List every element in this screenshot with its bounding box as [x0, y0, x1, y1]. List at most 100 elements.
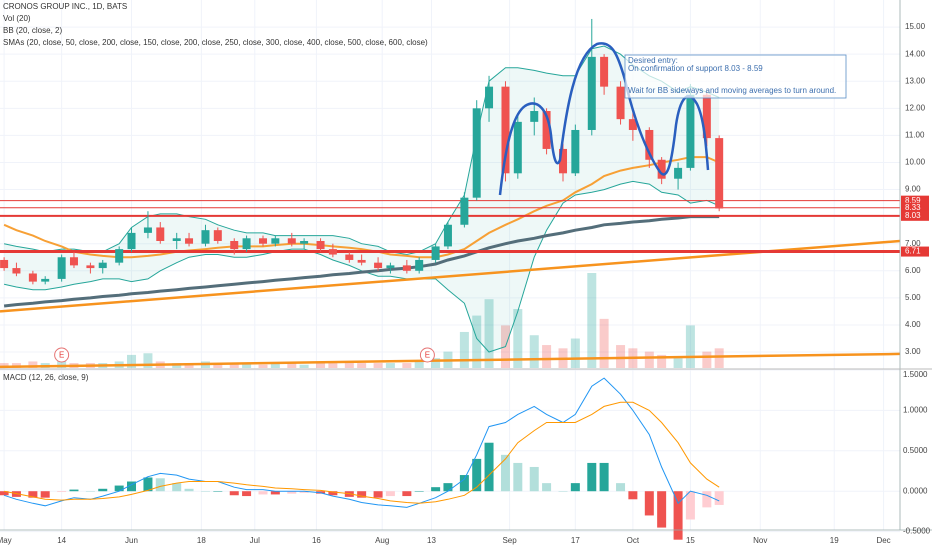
candle-body [0, 259, 9, 269]
histogram-bar [459, 475, 469, 492]
candle-body [328, 249, 337, 255]
candle-body [98, 262, 107, 269]
candle-body [143, 227, 152, 233]
x-tick-label: Dec [876, 536, 890, 545]
bb-fill [4, 46, 720, 353]
candle-body [156, 227, 165, 242]
histogram-bar [287, 491, 297, 494]
histogram-bar [69, 489, 79, 492]
candle-body [259, 238, 268, 244]
candle-body [472, 108, 481, 198]
volume-bar [0, 363, 9, 368]
trend-line [0, 352, 901, 369]
volume-bar [385, 363, 395, 368]
histogram-bar [587, 462, 597, 492]
x-tick-label: Oct [627, 536, 640, 545]
volume-bar [616, 345, 626, 368]
y-tick-label: 0.0000 [903, 486, 928, 495]
x-tick-label: 19 [830, 536, 839, 545]
volume-bar [513, 309, 523, 368]
volume-bar [328, 363, 338, 368]
price-tag [901, 195, 929, 206]
histogram-bar [57, 491, 67, 493]
volume-bar [685, 325, 695, 368]
line-series [3, 215, 720, 308]
histogram-bar [155, 478, 165, 492]
histogram-bar [373, 491, 383, 498]
volume-bar [402, 363, 412, 368]
annotation-box [624, 54, 847, 99]
candle-body [587, 56, 596, 130]
line-series [3, 45, 720, 256]
histogram-bar [258, 491, 268, 495]
candle-body [571, 129, 580, 174]
y-tick-label: 0.5000 [903, 446, 928, 455]
volume-bar [316, 363, 326, 368]
volume-bar [673, 358, 683, 368]
y-tick-label: 7.00 [905, 239, 921, 248]
volume-bar [287, 363, 297, 368]
volume-bar [484, 299, 494, 368]
histogram-bar [628, 491, 638, 500]
chart-title: CRONOS GROUP INC., 1D, BATS [3, 2, 127, 11]
candle-body [386, 265, 395, 269]
candle-body [345, 254, 354, 260]
candle-body [201, 230, 210, 244]
y-tick-label: 11.00 [905, 131, 925, 140]
candle-body [185, 238, 194, 244]
histogram-bar [443, 483, 453, 492]
volume-bar [28, 361, 38, 368]
histogram-bar [472, 458, 482, 492]
candle-body [172, 238, 181, 242]
volume-bar [344, 363, 354, 368]
earnings-marker [54, 347, 70, 363]
line-series [3, 156, 720, 259]
histogram-bar [127, 481, 137, 492]
axes: 3.004.005.006.007.008.009.0010.0011.0012… [0, 22, 931, 545]
volume-bar [459, 331, 469, 368]
indicator-label: BB (20, close, 2) [3, 26, 62, 35]
volume-bar [570, 338, 580, 368]
volume-bar [542, 345, 552, 368]
y-tick-label: 1.5000 [903, 370, 928, 379]
volume-bar [57, 358, 67, 368]
candle-body [628, 119, 637, 130]
volume-bar [414, 361, 424, 368]
histogram-bar [657, 491, 667, 528]
histogram-bar [714, 491, 724, 505]
candle-body [287, 238, 296, 244]
annotation-text: Desired entry: [628, 56, 678, 65]
volume-bar [472, 315, 482, 368]
price-tag-label: 6.71 [905, 247, 921, 256]
candle-body [115, 249, 124, 263]
indicator-label: SMAs (20, close, 50, close, 200, close, … [3, 38, 428, 47]
histogram-bar [299, 491, 309, 493]
histogram-bar [85, 491, 95, 492]
candle-body [600, 56, 609, 87]
histogram-bar [673, 491, 683, 540]
histogram-bar [328, 491, 338, 496]
candle-body [443, 224, 452, 247]
candle-body [686, 94, 695, 168]
y-tick-label: 15.00 [905, 22, 926, 31]
candle-body [127, 232, 136, 250]
line-series [4, 401, 720, 504]
volume-bar [270, 363, 280, 368]
y-tick-label: 9.00 [905, 185, 921, 194]
candle-body [559, 148, 568, 174]
price-tag-label: 8.59 [905, 196, 921, 205]
volume-bar [702, 351, 712, 368]
histogram-bar [98, 488, 108, 492]
y-tick-label: 4.00 [905, 320, 921, 329]
histogram-bar [702, 491, 712, 508]
indicator-label: Vol (20) [3, 14, 31, 23]
histogram-bar [558, 491, 568, 492]
volume-bar [258, 364, 268, 368]
volume-bar [657, 354, 667, 368]
price-tag-label: 8.33 [905, 203, 921, 212]
histogram-bar [0, 491, 9, 496]
candle-body [460, 197, 469, 225]
y-tick-label: 12.00 [905, 103, 926, 112]
histogram-bar [414, 491, 424, 492]
